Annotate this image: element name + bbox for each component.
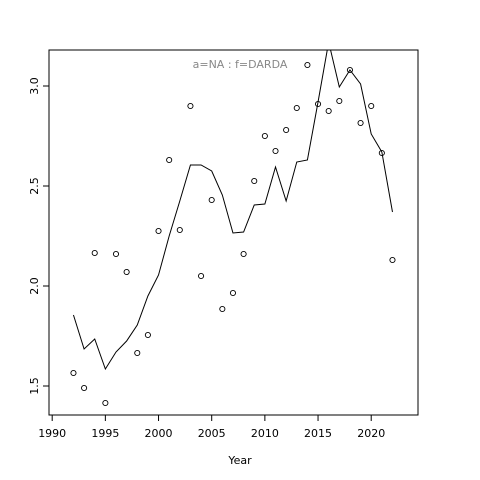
data-point [368, 102, 375, 110]
data-point [155, 227, 162, 235]
data-point [198, 272, 205, 280]
data-point [166, 156, 173, 164]
data-point [144, 331, 151, 339]
y-tick-label: 2.5 [28, 177, 41, 195]
data-point [389, 256, 396, 264]
trend-line [72, 50, 393, 371]
x-tick-label: 2000 [145, 427, 173, 440]
data-point [240, 250, 247, 258]
data-point [134, 349, 141, 357]
data-point [251, 177, 258, 185]
y-tick-label: 1.5 [28, 377, 41, 395]
data-point [261, 132, 268, 140]
data-point [208, 196, 215, 204]
data-point [378, 149, 385, 157]
data-point [187, 102, 194, 110]
data-point [123, 268, 130, 276]
data-point [102, 399, 109, 407]
x-axis-label: Year [227, 454, 252, 467]
x-tick-label: 1990 [38, 427, 66, 440]
x-tick-label: 2015 [304, 427, 332, 440]
data-point [272, 147, 279, 155]
x-tick-label: 2005 [198, 427, 226, 440]
data-point [283, 126, 290, 134]
y-tick-label: 3.0 [28, 77, 41, 95]
data-point [304, 61, 311, 69]
data-point [325, 107, 332, 115]
x-tick-label: 2010 [251, 427, 279, 440]
data-point [229, 289, 237, 297]
data-point [336, 97, 343, 105]
data-point [346, 66, 353, 74]
annotation: a=NA : f=DARDA [193, 58, 288, 71]
data-point [219, 305, 226, 313]
data-point [112, 250, 120, 258]
plot-area [70, 50, 396, 407]
data-point [81, 384, 88, 392]
data-point [91, 249, 98, 257]
x-tick-label: 2020 [357, 427, 385, 440]
data-point [70, 369, 77, 377]
x-tick-label: 1995 [91, 427, 119, 440]
data-point [357, 119, 364, 127]
y-tick-label: 2.0 [28, 277, 41, 295]
data-point [293, 104, 300, 112]
data-point [176, 226, 183, 234]
